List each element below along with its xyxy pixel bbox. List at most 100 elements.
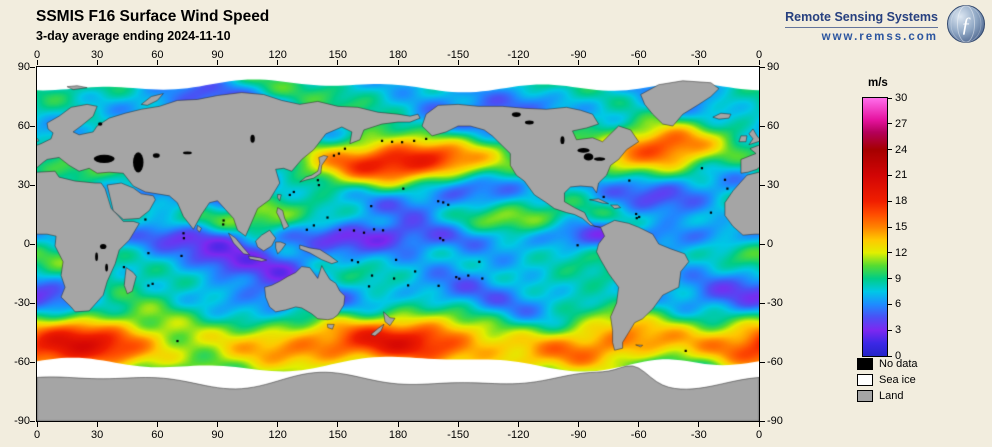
- lat-tick-label-right: 30: [767, 179, 780, 191]
- lon-tick-label-top: -150: [447, 49, 470, 61]
- colorbar-tick-mark: [888, 226, 892, 228]
- lon-tick-label-bottom: 0: [33, 429, 41, 441]
- lat-tick-mark-right: [760, 302, 765, 304]
- colorbar-tick-label: 0: [895, 350, 902, 362]
- lat-tick-label-right: 0: [767, 238, 774, 250]
- lat-tick-mark-right: [760, 184, 765, 186]
- world-wind-map-canvas: [37, 67, 759, 421]
- lat-tick-mark-right: [760, 66, 765, 68]
- colorbar-tick-mark: [888, 303, 892, 305]
- lat-tick-label-left: 30: [17, 179, 30, 191]
- lat-tick-mark-left: [30, 243, 35, 245]
- lon-tick-mark-top: [638, 60, 640, 65]
- colorbar-tick-mark: [888, 97, 892, 99]
- lon-tick-label-bottom: -150: [447, 429, 470, 441]
- lon-tick-label-top: 120: [268, 49, 287, 61]
- legend-label-land: Land: [879, 390, 904, 402]
- lat-tick-mark-left: [30, 420, 35, 422]
- colorbar-tick-mark: [888, 149, 892, 151]
- lon-tick-mark-top: [156, 60, 158, 65]
- colorbar-tick-label: 24: [895, 143, 908, 156]
- remss-globe-logo-icon: ƒ: [946, 4, 986, 49]
- lat-tick-mark-left: [30, 361, 35, 363]
- legend-label-no-data: No data: [879, 358, 918, 370]
- legend-item-no-data: No data: [857, 356, 918, 372]
- lat-tick-mark-left: [30, 184, 35, 186]
- page-title: SSMIS F16 Surface Wind Speed: [36, 8, 270, 25]
- land-swatch: [857, 390, 873, 402]
- lon-tick-label-bottom: -60: [630, 429, 647, 441]
- map-plot-area: [36, 66, 760, 422]
- colorbar-tick-mark: [888, 252, 892, 254]
- colorbar-tick-mark: [888, 355, 892, 357]
- lon-tick-label-bottom: 0: [755, 429, 763, 441]
- lon-tick-mark-top: [517, 60, 519, 65]
- legend-item-sea-ice: Sea ice: [857, 372, 918, 388]
- lat-tick-label-right: -60: [767, 356, 783, 368]
- sea-ice-swatch: [857, 374, 873, 386]
- lat-tick-label-left: -30: [14, 297, 30, 309]
- colorbar-tick-label: 6: [895, 298, 902, 311]
- branding-url: www.remss.com: [821, 31, 938, 43]
- colorbar-tick-label: 27: [895, 117, 908, 130]
- colorbar-tick-label: 3: [895, 324, 902, 337]
- lon-tick-label-bottom: -90: [570, 429, 587, 441]
- colorbar-tick-mark: [888, 123, 892, 125]
- lat-tick-label-right: -30: [767, 297, 783, 309]
- lat-tick-label-left: 0: [23, 238, 30, 250]
- lon-tick-mark-top: [698, 60, 700, 65]
- branding-text: Remote Sensing Systems www.remss.com: [785, 4, 938, 43]
- lat-tick-mark-left: [30, 125, 35, 127]
- lon-tick-label-bottom: -120: [507, 429, 530, 441]
- lon-tick-mark-top: [36, 60, 38, 65]
- lon-tick-label-top: -60: [630, 49, 647, 61]
- lon-tick-mark-top: [457, 60, 459, 65]
- svg-text:ƒ: ƒ: [961, 13, 972, 37]
- colorbar-tick-label: 30: [895, 92, 908, 104]
- lat-tick-label-right: 60: [767, 120, 780, 132]
- lon-tick-label-bottom: 120: [268, 429, 287, 441]
- lat-tick-label-left: 90: [17, 61, 30, 73]
- lat-tick-label-left: -90: [14, 415, 30, 427]
- colorbar-tick-mark: [888, 278, 892, 280]
- legend-label-sea-ice: Sea ice: [879, 374, 916, 386]
- lon-tick-label-bottom: 60: [151, 429, 164, 441]
- lon-tick-mark-bottom: [217, 422, 218, 427]
- lat-tick-label-left: 60: [17, 120, 30, 132]
- lon-tick-label-top: 0: [755, 49, 763, 61]
- branding-block: Remote Sensing Systems www.remss.com ƒ: [785, 4, 986, 49]
- lon-tick-label-top: -30: [690, 49, 707, 61]
- colorbar-tick-label: 9: [895, 272, 902, 285]
- lon-tick-mark-bottom: [457, 422, 459, 427]
- lon-tick-mark-top: [397, 60, 399, 65]
- lat-tick-mark-left: [30, 66, 35, 68]
- lon-tick-label-bottom: 90: [211, 429, 224, 441]
- lon-tick-mark-bottom: [698, 422, 700, 427]
- colorbar-tick-label: 21: [895, 169, 908, 182]
- branding-name: Remote Sensing Systems: [785, 10, 938, 24]
- lon-tick-mark-bottom: [36, 422, 38, 427]
- colorbar-tick-label: 15: [895, 221, 908, 233]
- colorbar-tick-mark: [888, 329, 892, 331]
- lon-tick-label-top: 150: [328, 49, 348, 61]
- lon-tick-label-top: 30: [91, 49, 104, 61]
- lon-tick-label-top: 0: [33, 49, 41, 61]
- lon-tick-mark-bottom: [638, 422, 640, 427]
- lon-tick-mark-top: [578, 60, 579, 65]
- lon-tick-mark-top: [337, 60, 339, 65]
- map-legend: No data Sea ice Land: [857, 356, 918, 404]
- lon-tick-label-top: -120: [507, 49, 530, 61]
- lon-tick-mark-bottom: [96, 422, 98, 427]
- page-subtitle: 3-day average ending 2024-11-10: [36, 29, 231, 43]
- lon-tick-label-top: 90: [211, 49, 224, 61]
- colorbar-tick-mark: [888, 200, 892, 202]
- colorbar-tick-mark: [888, 174, 892, 176]
- lon-tick-mark-top: [277, 60, 279, 65]
- lon-tick-label-bottom: 180: [388, 429, 408, 441]
- lon-tick-label-bottom: -30: [690, 429, 707, 441]
- lat-tick-mark-right: [760, 420, 765, 422]
- lon-tick-mark-bottom: [337, 422, 339, 427]
- branding-divider: [785, 27, 938, 28]
- lat-tick-label-left: -60: [14, 356, 30, 368]
